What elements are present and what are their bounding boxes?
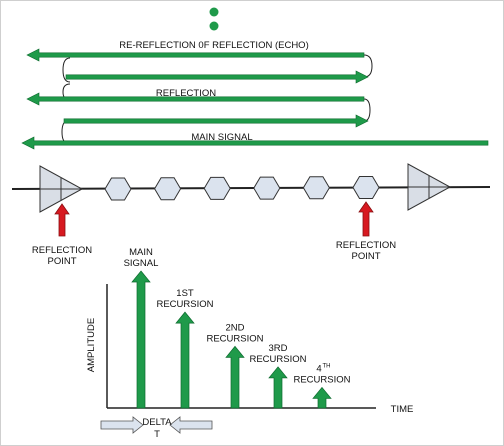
signal-arrows bbox=[21, 48, 489, 150]
bar-label-line2: SIGNAL bbox=[124, 258, 159, 269]
x-axis-label: TIME bbox=[391, 404, 414, 415]
delta-t-right-arrow bbox=[169, 416, 213, 434]
triangle-right-end bbox=[407, 163, 452, 211]
bar-label-line2: RECURSION bbox=[249, 354, 306, 365]
hex-nodes bbox=[104, 176, 380, 201]
bar-label-line1: 3RD bbox=[268, 343, 287, 354]
bar-label-line2: RECURSION bbox=[206, 333, 263, 344]
reflection-marker-right bbox=[358, 201, 374, 237]
arrow-label-reflection: REFLECTION bbox=[156, 88, 216, 99]
dot-top bbox=[209, 7, 219, 17]
arrow-label-echo: RE-REFLECTION 0F REFLECTION (ECHO) bbox=[119, 40, 309, 51]
signal-arrow-right bbox=[63, 114, 369, 128]
signal-arrow-left bbox=[26, 92, 365, 106]
bar-label-line1: MAIN bbox=[129, 247, 153, 258]
hex-node bbox=[154, 177, 182, 201]
plot-bars: MAINSIGNAL1STRECURSION2NDRECURSION3RDREC… bbox=[124, 247, 351, 409]
arrow-label-main-signal: MAIN SIGNAL bbox=[191, 132, 252, 143]
bar-label-line1: 2ND bbox=[225, 322, 244, 333]
loop-reflection-right bbox=[363, 98, 371, 122]
amplitude-bar bbox=[131, 270, 151, 409]
amplitude-bar bbox=[268, 366, 288, 409]
loop-main-left bbox=[61, 120, 69, 144]
amplitude-bar bbox=[175, 311, 195, 409]
reflection-point-left-line1: REFLECTION bbox=[32, 245, 92, 256]
reflection-point-right-line2: POINT bbox=[351, 251, 380, 262]
amplitude-bar bbox=[225, 345, 245, 409]
hex-node bbox=[253, 176, 281, 200]
bar-label-line2: RECURSION bbox=[293, 374, 350, 385]
bar-label-line2: RECURSION bbox=[156, 299, 213, 310]
delta-t-left-arrow bbox=[100, 416, 144, 434]
dot-bottom bbox=[209, 21, 219, 31]
delta-t-label-line2: T bbox=[154, 429, 160, 440]
loop-echo-left bbox=[62, 57, 71, 83]
y-axis-label: AMPLITUDE bbox=[86, 318, 97, 372]
signal-arrow-right bbox=[65, 70, 369, 84]
bar-label-superscript: TH bbox=[323, 363, 331, 369]
delta-t-label-line1: DELTA bbox=[142, 417, 172, 428]
bar-label-line1: 1ST bbox=[176, 288, 194, 299]
hex-node bbox=[104, 177, 132, 201]
triangle-left-end bbox=[39, 165, 84, 213]
signal-arrow-left bbox=[21, 136, 489, 150]
hex-node bbox=[352, 176, 380, 199]
bar-label-line1: 4 bbox=[316, 363, 321, 374]
hex-node bbox=[203, 176, 231, 200]
hex-node bbox=[302, 176, 330, 200]
loop-echo-right bbox=[363, 54, 373, 78]
reflection-point-left-line2: POINT bbox=[47, 256, 76, 267]
signal-arrow-left bbox=[26, 48, 365, 62]
amplitude-bar bbox=[312, 386, 332, 409]
reflection-point-right-line1: REFLECTION bbox=[336, 240, 396, 251]
reflection-marker-left bbox=[54, 203, 70, 237]
